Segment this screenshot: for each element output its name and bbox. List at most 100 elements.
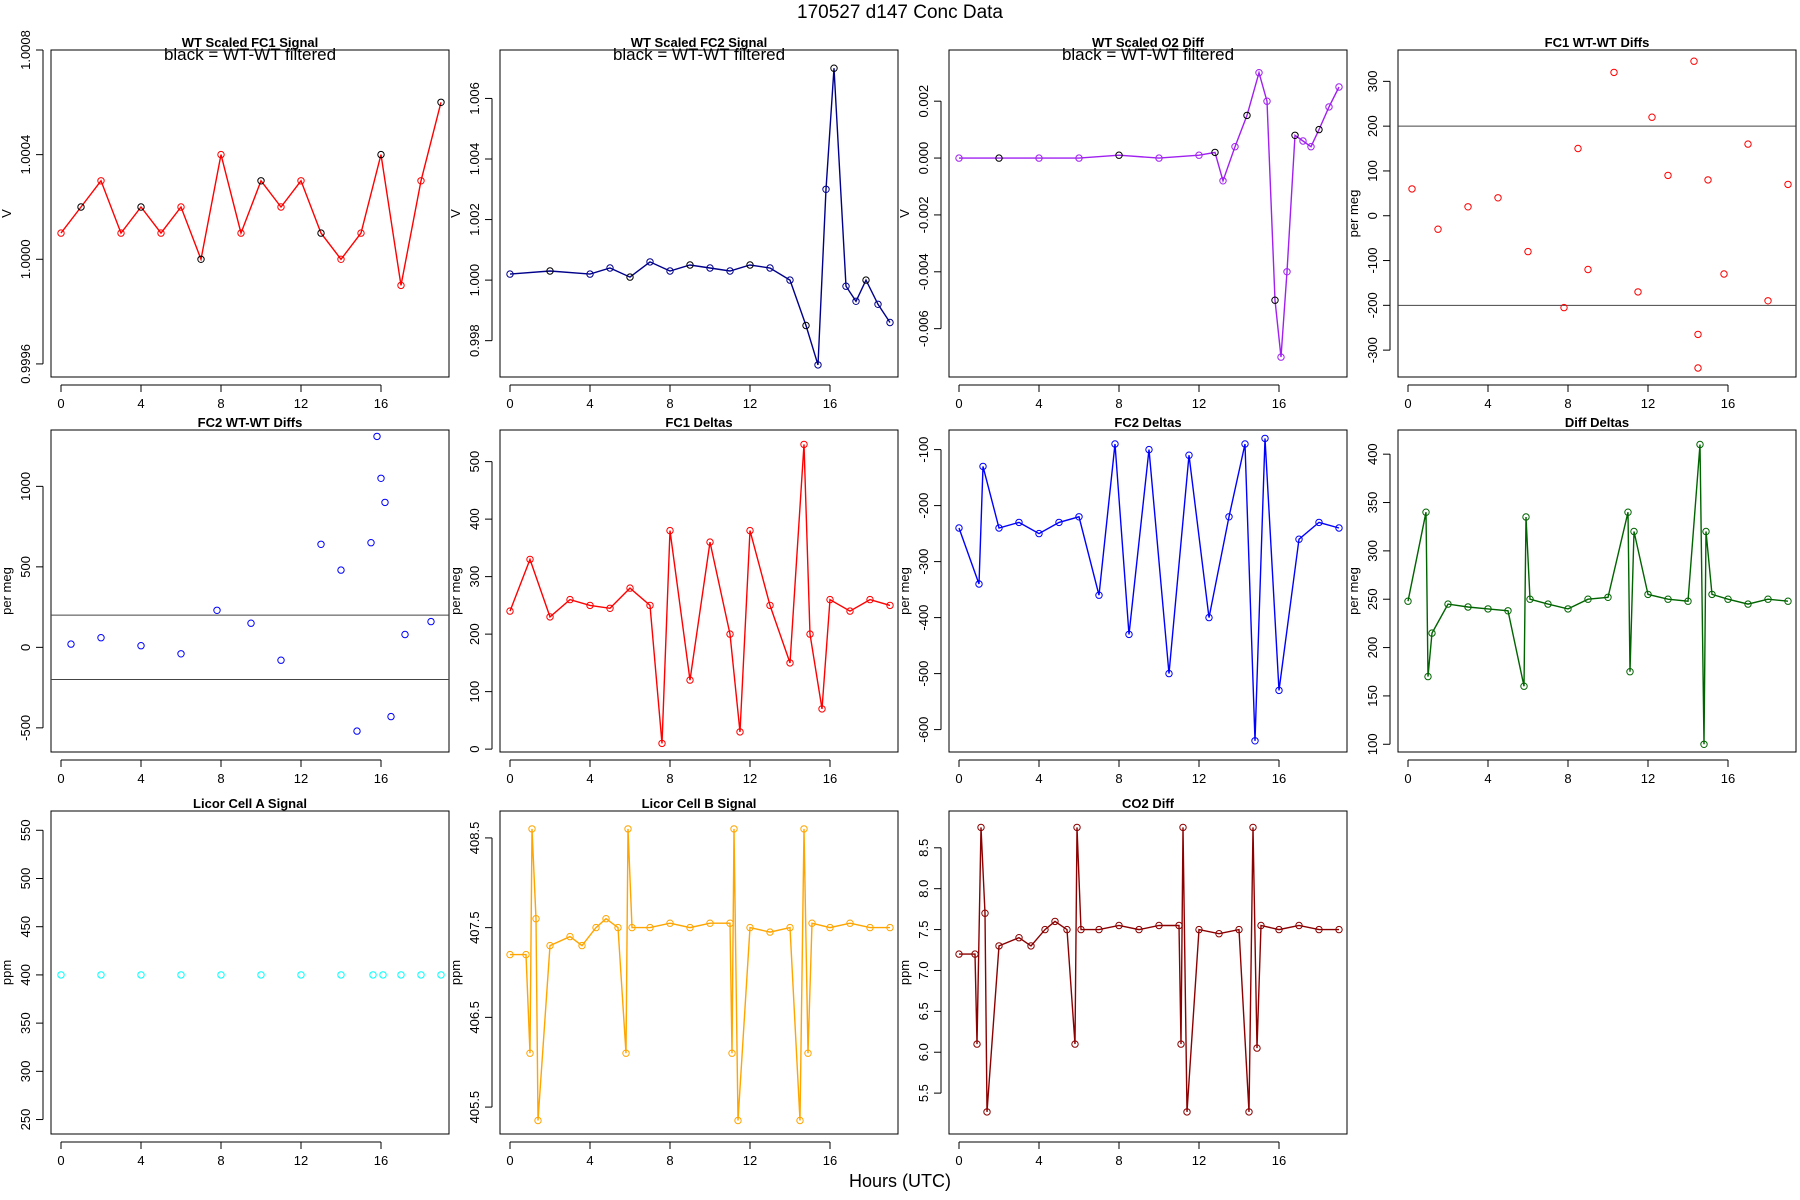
x-tick-label: 4	[137, 396, 144, 411]
data-point	[1243, 111, 1251, 120]
data-point	[1434, 225, 1442, 233]
data-point	[666, 526, 674, 535]
y-axis-label: V	[897, 209, 912, 218]
x-tick-label: 8	[666, 771, 673, 786]
data-point	[975, 580, 983, 588]
y-tick-label: 0.002	[916, 85, 931, 118]
data-point	[257, 177, 265, 185]
data-point	[1700, 740, 1708, 748]
data-point	[1295, 921, 1303, 930]
data-point	[1051, 917, 1059, 926]
data-point	[686, 923, 694, 932]
data-point	[417, 971, 425, 979]
x-tick-label: 16	[374, 396, 388, 411]
data-point	[1235, 925, 1243, 934]
x-tick-label: 12	[1192, 396, 1206, 411]
y-tick-label: 6.5	[916, 1002, 931, 1020]
data-point	[746, 923, 754, 932]
data-point	[586, 601, 594, 610]
data-point	[973, 1040, 981, 1048]
data-point	[377, 474, 385, 482]
x-tick-label: 4	[1035, 771, 1042, 786]
data-point	[1179, 823, 1187, 832]
x-tick-label: 8	[217, 396, 224, 411]
data-point	[97, 971, 105, 979]
x-tick-label: 16	[374, 1153, 388, 1168]
data-point	[826, 595, 834, 604]
chart-p7: FC2 Deltas 0 4 8 12 16 -600 -500 -400 -300 -200 -10…	[897, 415, 1348, 786]
data-point	[1315, 125, 1323, 134]
y-tick-label: 400	[1365, 443, 1380, 465]
data-point	[1484, 605, 1492, 613]
data-point	[197, 255, 205, 263]
data-point	[726, 919, 734, 927]
data-point	[1724, 595, 1732, 603]
data-point	[1015, 934, 1023, 942]
data-point	[1634, 288, 1642, 296]
series-line	[509, 68, 891, 366]
data-point	[337, 566, 345, 574]
data-point	[1315, 925, 1323, 934]
chart-title: FC1 Deltas	[665, 415, 732, 430]
data-point	[1295, 535, 1303, 543]
x-tick-label: 12	[294, 1153, 308, 1168]
chart-title: Licor Cell A Signal	[193, 796, 307, 811]
y-tick-label: 7.0	[916, 961, 931, 979]
data-point	[686, 261, 694, 269]
data-point	[1249, 823, 1257, 832]
plot-frame	[499, 429, 899, 753]
data-point	[1696, 440, 1704, 449]
data-point	[1075, 154, 1083, 162]
data-point	[1708, 590, 1716, 599]
x-tick-label: 0	[57, 1153, 64, 1168]
y-tick-label: 8.5	[916, 839, 931, 857]
chart-title: WT Scaled FC1 Signal	[182, 35, 319, 50]
data-point	[786, 276, 794, 284]
data-point	[1720, 270, 1728, 278]
data-point	[1464, 603, 1472, 611]
data-point	[1027, 942, 1035, 950]
data-point	[802, 321, 810, 330]
data-point	[237, 229, 245, 237]
data-point	[862, 276, 870, 284]
x-tick-label: 0	[506, 771, 513, 786]
x-tick-label: 12	[294, 396, 308, 411]
data-point	[1211, 148, 1219, 157]
plot-frame	[50, 810, 450, 1135]
y-tick-label: 0.9996	[18, 344, 33, 384]
data-point	[1271, 296, 1279, 304]
data-point	[1404, 597, 1412, 605]
data-point	[1784, 597, 1792, 605]
x-tick-label: 4	[586, 396, 593, 411]
x-tick-label: 12	[743, 396, 757, 411]
data-point	[628, 923, 636, 932]
data-point	[1015, 518, 1023, 527]
y-axis-label: per meg	[1346, 190, 1361, 238]
data-point	[686, 676, 694, 684]
data-point	[1111, 440, 1119, 448]
y-tick-label: -300	[916, 549, 931, 575]
data-point	[357, 229, 365, 237]
y-tick-label: 500	[467, 451, 482, 473]
data-point	[706, 919, 714, 927]
y-tick-label: 5.5	[916, 1084, 931, 1102]
x-tick-label: 12	[1192, 1153, 1206, 1168]
y-tick-label: -100	[916, 437, 931, 463]
y-tick-label: 0.000	[916, 142, 931, 175]
x-tick-label: 16	[823, 396, 837, 411]
data-point	[814, 361, 822, 369]
data-point	[746, 526, 754, 535]
data-point	[97, 634, 105, 642]
data-point	[646, 923, 654, 932]
data-point	[981, 909, 989, 917]
data-point	[1299, 137, 1307, 145]
x-tick-label: 12	[1641, 396, 1655, 411]
data-point	[1253, 1044, 1261, 1052]
x-tick-label: 16	[374, 771, 388, 786]
plot-frame	[948, 810, 1348, 1135]
data-point	[1277, 353, 1285, 361]
data-point	[955, 524, 963, 532]
data-point	[1041, 925, 1049, 934]
data-point	[1504, 607, 1512, 615]
